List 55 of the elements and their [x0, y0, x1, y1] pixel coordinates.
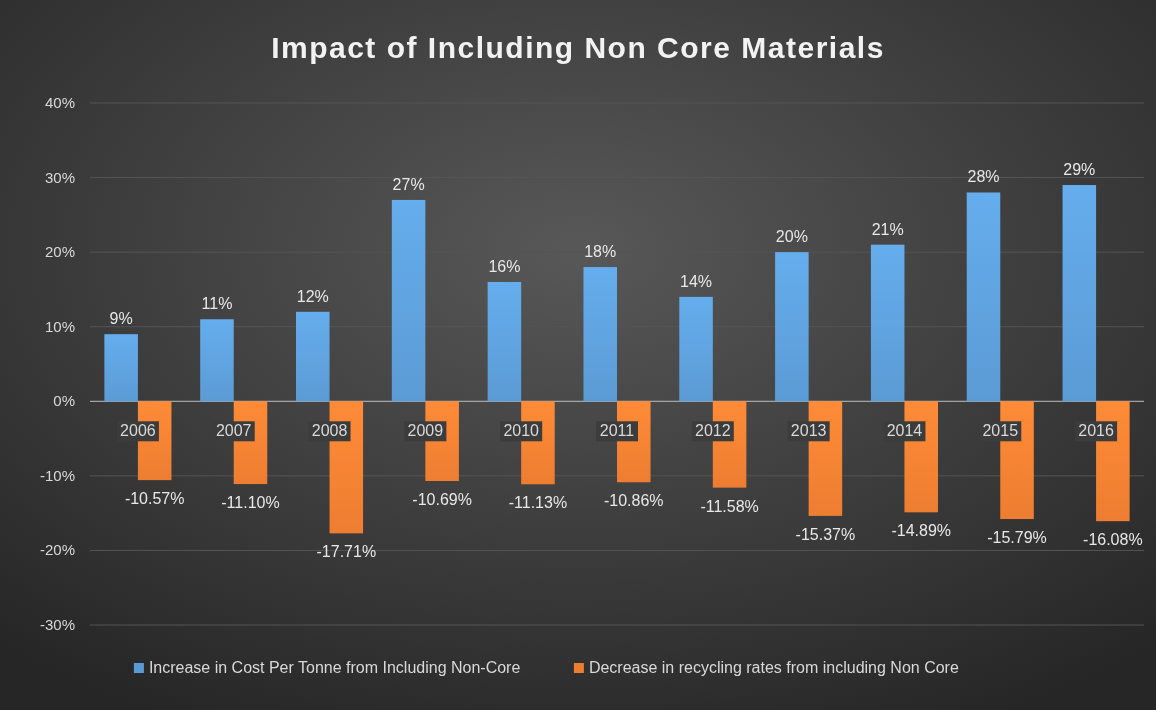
- data-label: 20%: [775, 228, 808, 246]
- x-tick-label: 2007: [215, 422, 252, 440]
- bar: [391, 199, 426, 402]
- data-label: -11.13%: [508, 494, 568, 512]
- bar: [870, 244, 905, 402]
- data-label: 27%: [392, 175, 425, 193]
- data-label: 16%: [488, 257, 521, 275]
- x-tick-label: 2011: [599, 422, 635, 440]
- x-tick-label: 2012: [695, 422, 731, 440]
- bar: [583, 267, 617, 402]
- data-label: -10.69%: [412, 491, 472, 508]
- x-tick-label: 2014: [886, 422, 923, 440]
- data-label: 12%: [296, 287, 329, 305]
- data-label: -16.08%: [1083, 531, 1143, 549]
- x-tick-label: 2015: [982, 422, 1019, 440]
- bar: [487, 281, 522, 402]
- data-label: -14.89%: [891, 522, 952, 540]
- legend-label: Decrease in recycling rates from including Non Core: [588, 659, 959, 676]
- data-label: 14%: [680, 272, 713, 290]
- data-label: 28%: [967, 168, 1000, 186]
- bar: [296, 311, 330, 402]
- data-label: -11.10%: [221, 494, 280, 512]
- bar: [966, 192, 1001, 402]
- legend-label: Increase in Cost Per Tonne from Including Non-Core: [148, 659, 521, 676]
- x-tick-label: 2013: [790, 422, 827, 440]
- data-label: -15.79%: [987, 529, 1047, 547]
- bar: [1062, 185, 1097, 402]
- data-label: 29%: [1063, 161, 1096, 179]
- x-tick-label: 2016: [1078, 422, 1114, 440]
- x-tick-label: 2006: [120, 422, 156, 440]
- chart-title: Impact of Including Non Core Materials: [271, 31, 885, 64]
- data-label: 9%: [109, 310, 133, 328]
- y-tick-label: 0%: [53, 392, 75, 410]
- y-tick-label: 20%: [44, 243, 75, 261]
- bar: [679, 296, 713, 402]
- y-tick-label: -20%: [39, 541, 75, 559]
- data-label: -10.57%: [124, 490, 185, 508]
- bar: [200, 319, 234, 402]
- data-label: -17.71%: [316, 543, 377, 561]
- x-tick-label: 2009: [407, 422, 444, 440]
- bar: [775, 252, 809, 402]
- data-label: -15.37%: [795, 525, 856, 543]
- x-tick-label: 2010: [503, 422, 540, 440]
- data-label: 21%: [871, 220, 904, 238]
- y-tick-label: 10%: [44, 317, 75, 335]
- data-label: 11%: [201, 295, 233, 313]
- y-tick-label: -30%: [39, 616, 75, 633]
- y-tick-label: -10%: [39, 466, 75, 484]
- data-label: 18%: [584, 243, 617, 261]
- y-tick-label: 30%: [44, 168, 75, 186]
- x-tick-label: 2008: [311, 422, 348, 440]
- data-label: -10.86%: [603, 492, 664, 510]
- bar: [104, 334, 138, 402]
- y-tick-label: 40%: [44, 94, 75, 111]
- data-label: -11.58%: [700, 497, 759, 515]
